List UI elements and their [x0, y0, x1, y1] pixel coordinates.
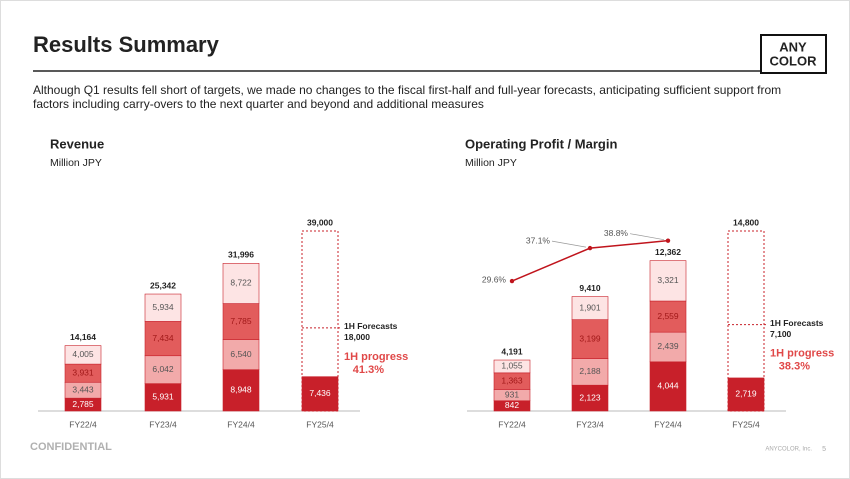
- company: ANYCOLOR, Inc.: [765, 447, 812, 453]
- bar-segment: [727, 377, 765, 412]
- margin-label: 38.8%: [604, 228, 629, 238]
- bar-segment: [144, 383, 182, 412]
- leader-line: [551, 240, 587, 248]
- bar-segment: [493, 359, 531, 374]
- x-tick-label: FY23/4: [149, 419, 177, 429]
- bar-segment: [301, 376, 339, 412]
- value-label: 8,722: [230, 278, 252, 288]
- value-label: 842: [505, 400, 519, 410]
- value-label: 2,439: [657, 341, 679, 351]
- value-label: 5,931: [152, 392, 174, 402]
- margin-label: 29.6%: [482, 274, 507, 284]
- value-label: 4,005: [72, 349, 94, 359]
- bar-segment: [649, 260, 687, 302]
- slide-title: Results Summary: [33, 32, 220, 57]
- bar-segment: [64, 345, 102, 365]
- forecast-label: 14,800: [733, 217, 759, 227]
- x-tick-label: FY24/4: [654, 419, 682, 429]
- half-forecast-value: 18,000: [344, 332, 370, 342]
- chart-unit: Million JPY: [465, 157, 517, 169]
- logo-box: [760, 34, 827, 74]
- total-label: 4,191: [501, 346, 523, 356]
- value-label: 6,042: [152, 364, 174, 374]
- margin-point: [665, 238, 671, 243]
- logo-text: COLOR: [770, 53, 818, 68]
- value-label: 1,055: [501, 361, 523, 371]
- value-label: 2,123: [579, 392, 601, 402]
- bar-segment: [222, 263, 260, 304]
- leader-line: [629, 233, 665, 241]
- value-label: 7,436: [309, 388, 331, 398]
- total-label: 25,342: [150, 280, 176, 290]
- value-label: 2,188: [579, 366, 601, 376]
- x-tick-label: FY25/4: [732, 419, 760, 429]
- chart-unit: Million JPY: [50, 157, 102, 169]
- value-label: 3,931: [72, 367, 94, 377]
- bar-segment: [222, 303, 260, 340]
- value-label: 2,785: [72, 399, 94, 409]
- progress-title: 1H progress: [770, 348, 834, 360]
- value-label: 2,719: [735, 389, 757, 399]
- value-label: 5,934: [152, 302, 174, 312]
- value-label: 7,434: [152, 333, 174, 343]
- total-label: 14,164: [70, 332, 96, 342]
- bar-segment: [571, 384, 609, 412]
- half-forecast-value: 7,100: [770, 329, 792, 339]
- bar-segment: [144, 355, 182, 384]
- x-tick-label: FY24/4: [227, 419, 255, 429]
- bar-segment: [144, 293, 182, 322]
- total-label: 9,410: [579, 283, 601, 293]
- bar-segment: [571, 319, 609, 359]
- chart-title: Revenue: [50, 136, 104, 151]
- total-label: 12,362: [655, 247, 681, 257]
- bar-segment: [571, 358, 609, 386]
- half-forecast-title: 1H Forecasts: [344, 321, 398, 331]
- bar-segment: [144, 321, 182, 357]
- value-label: 1,363: [501, 375, 523, 385]
- x-tick-label: FY23/4: [576, 419, 604, 429]
- chart-title: Operating Profit / Margin: [465, 136, 617, 151]
- progress-value: 41.3%: [353, 364, 384, 376]
- value-label: 3,443: [72, 384, 94, 394]
- total-label: 31,996: [228, 250, 254, 260]
- bar-segment: [649, 361, 687, 412]
- value-label: 6,540: [230, 349, 252, 359]
- value-label: 7,785: [230, 316, 252, 326]
- value-label: 8,948: [230, 385, 252, 395]
- value-label: 4,044: [657, 381, 679, 391]
- value-label: 3,199: [579, 333, 601, 343]
- forecast-label: 39,000: [307, 217, 333, 227]
- bar-segment: [222, 369, 260, 412]
- bar-segment: [649, 331, 687, 363]
- x-tick-label: FY22/4: [69, 419, 97, 429]
- margin-label: 37.1%: [526, 235, 551, 245]
- bar-segment: [649, 300, 687, 333]
- half-forecast-title: 1H Forecasts: [770, 318, 824, 328]
- margin-point: [587, 245, 593, 251]
- progress-value: 38.3%: [779, 361, 810, 373]
- value-label: 2,559: [657, 311, 679, 321]
- progress-title: 1H progress: [344, 351, 408, 363]
- logo-text: ANY: [779, 39, 807, 54]
- lead-text: Although Q1 results fell short of target…: [33, 83, 781, 97]
- value-label: 1,901: [579, 302, 601, 312]
- bar-segment: [222, 339, 260, 371]
- bar-segment: [571, 296, 609, 320]
- x-tick-label: FY25/4: [306, 419, 334, 429]
- lead-text: factors including carry-overs to the nex…: [33, 97, 484, 111]
- margin-point: [509, 278, 515, 284]
- x-tick-label: FY22/4: [498, 419, 526, 429]
- value-label: 3,321: [657, 275, 679, 285]
- confidential: CONFIDENTIAL: [30, 441, 112, 453]
- page-number: 5: [822, 446, 826, 453]
- value-label: 931: [505, 389, 519, 399]
